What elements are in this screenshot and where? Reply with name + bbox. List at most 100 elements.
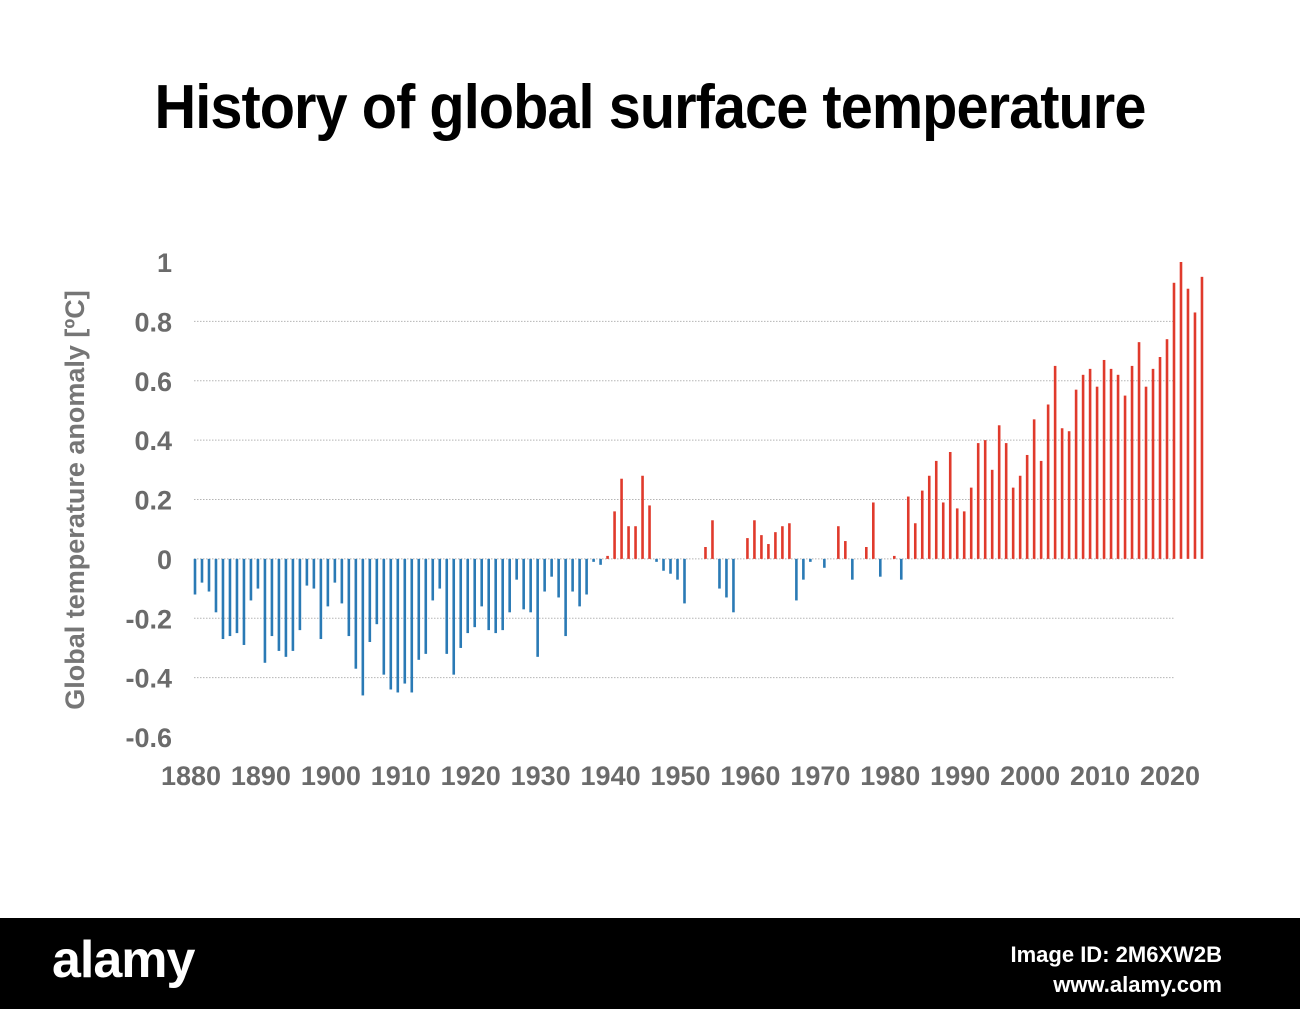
bar	[872, 502, 875, 559]
bar	[193, 558, 197, 595]
bar	[1144, 386, 1148, 559]
bar	[494, 558, 497, 634]
bar	[704, 547, 707, 559]
y-tick-label: 0	[157, 545, 172, 575]
bar	[326, 558, 330, 607]
chart-title: History of global surface temperature	[154, 73, 1147, 142]
bar	[557, 558, 560, 598]
bar	[529, 558, 532, 613]
image-id-label: Image ID: 2M6XW2B www.alamy.com	[1011, 940, 1223, 1000]
gridlines	[194, 320, 1174, 679]
bar	[200, 558, 204, 583]
bar	[948, 452, 952, 559]
bar	[305, 558, 309, 586]
bar	[934, 460, 938, 559]
bar	[711, 520, 714, 559]
bar	[606, 555, 609, 559]
bar	[969, 487, 973, 559]
bar	[1025, 454, 1029, 559]
bar	[634, 526, 637, 559]
x-tick-label: 2020	[1140, 761, 1200, 791]
bar	[354, 558, 358, 669]
bar	[1018, 475, 1022, 559]
bar	[550, 558, 553, 577]
bar	[480, 558, 484, 607]
x-tick-label: 1920	[441, 761, 501, 791]
bar	[1130, 365, 1134, 559]
bar-chart: 10.80.60.40.20-0.2-0.4-0.6 1880 1890 1900 1…	[60, 248, 1204, 791]
bar	[1109, 368, 1113, 559]
bar	[983, 440, 987, 559]
bar	[284, 558, 288, 657]
bar	[375, 558, 379, 625]
bar	[228, 558, 232, 637]
bar	[333, 558, 337, 583]
bar	[837, 526, 840, 559]
bar	[1095, 386, 1099, 559]
x-axis-ticks: 1880 1890 1900 1910 1920 1930 1940 1950 1960 1970…	[161, 761, 1200, 791]
alamy-logo: alamy	[52, 931, 195, 989]
bar	[1067, 431, 1071, 559]
bar	[438, 558, 442, 589]
bar	[920, 490, 924, 559]
bar	[235, 558, 239, 634]
bar	[431, 558, 435, 601]
bar	[242, 558, 246, 645]
bar	[501, 558, 504, 631]
bar	[459, 558, 463, 648]
bar	[990, 469, 994, 559]
bar	[725, 558, 728, 598]
x-tick-label: 1940	[581, 761, 641, 791]
bar	[249, 558, 253, 601]
bar	[515, 558, 518, 580]
bar	[1179, 262, 1183, 559]
y-tick-label: -0.6	[125, 723, 172, 753]
bar	[955, 508, 959, 559]
bar	[844, 541, 847, 559]
x-tick-label: 2000	[1000, 761, 1060, 791]
bar	[809, 558, 812, 562]
bar	[753, 520, 756, 559]
bar	[214, 558, 218, 613]
y-axis-label: Global temperature anomaly [ºC]	[60, 290, 90, 709]
bar	[1165, 339, 1169, 559]
y-tick-label: -0.4	[125, 664, 172, 694]
bar	[382, 558, 386, 675]
bar	[1158, 357, 1162, 559]
bar	[599, 558, 602, 565]
bars	[193, 262, 1204, 696]
x-tick-label: 1930	[511, 761, 571, 791]
x-tick-label: 1910	[371, 761, 431, 791]
bar	[403, 558, 407, 684]
bar	[1053, 365, 1057, 559]
bar	[879, 558, 882, 577]
bar	[1074, 389, 1078, 559]
bar	[543, 558, 546, 592]
x-tick-label: 1950	[650, 761, 710, 791]
bar	[641, 475, 644, 559]
bar	[368, 558, 372, 642]
bar	[767, 544, 770, 559]
bar	[1081, 374, 1085, 559]
bar	[851, 558, 854, 580]
bar	[571, 558, 574, 592]
bar	[941, 502, 945, 559]
bar	[585, 558, 588, 595]
bar	[347, 558, 351, 637]
bar	[445, 558, 449, 654]
bar	[655, 558, 658, 562]
bar	[452, 558, 456, 675]
bar	[1039, 460, 1043, 559]
x-tick-label: 1970	[790, 761, 850, 791]
y-tick-label: 0.6	[134, 367, 172, 397]
bar	[417, 558, 421, 660]
bar	[962, 511, 966, 559]
y-axis-ticks: 1 0.8 0.6 0.4 0.2 0 -0.2 -0.4 -0.6	[125, 248, 172, 753]
bar	[823, 558, 826, 568]
bar	[424, 558, 428, 654]
bar	[522, 558, 525, 610]
bar	[1193, 312, 1197, 559]
bar	[746, 538, 749, 559]
bar	[913, 523, 917, 559]
bar	[473, 558, 477, 628]
